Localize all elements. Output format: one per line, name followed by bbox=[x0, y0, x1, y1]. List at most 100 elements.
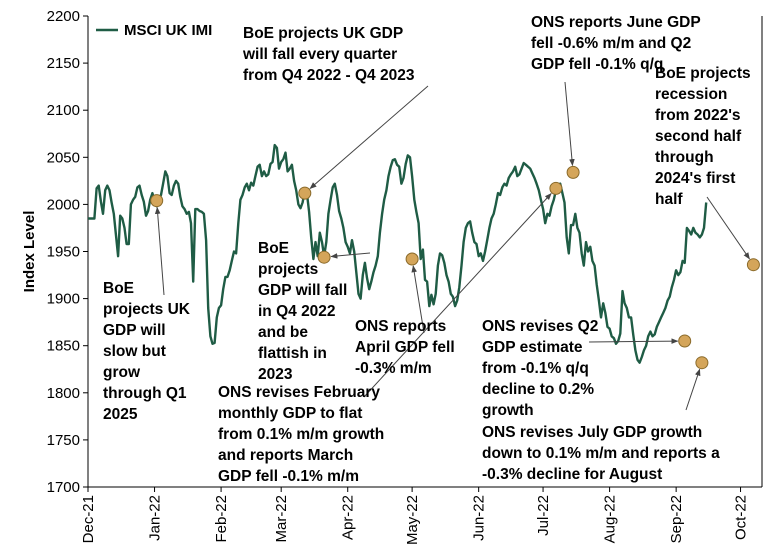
annotation-line: 2024's first bbox=[655, 170, 735, 187]
annotation-marker bbox=[150, 194, 164, 208]
annotation-line: GDP fell -0.1% m/m bbox=[218, 468, 359, 485]
annotation-line: -0.3% m/m bbox=[355, 360, 432, 377]
annotation-line: half bbox=[655, 191, 683, 208]
annotation-line: ONS revises February bbox=[218, 384, 380, 401]
annotation-line: will fall every quarter bbox=[242, 46, 397, 63]
annotation-line: fell -0.6% m/m and Q2 bbox=[531, 35, 691, 52]
y-tick-label: 1950 bbox=[47, 244, 80, 261]
annotation-line: monthly GDP to flat bbox=[218, 405, 362, 422]
x-tick-label: May-22 bbox=[404, 495, 421, 545]
annotation-line: and be bbox=[258, 324, 308, 341]
annotation-line: in Q4 2022 bbox=[258, 303, 336, 320]
annotation-text: BoE projects UK GDP will slow but grow throug… bbox=[103, 280, 191, 423]
annotation-marker bbox=[298, 186, 312, 200]
annotation-text: BoE projects recession from 2022's second h… bbox=[655, 65, 751, 208]
annotation-text: BoE projects UK GDP will fall every quart… bbox=[242, 25, 415, 84]
annotation-line: grow bbox=[103, 364, 141, 381]
annotation-line: decline to 0.2% bbox=[482, 381, 594, 398]
annotation-line: second half bbox=[655, 128, 742, 145]
markers-layer bbox=[150, 165, 760, 370]
annotation-line: April GDP fell bbox=[355, 339, 455, 356]
annotation-marker bbox=[678, 334, 692, 348]
x-tick-label: Mar-22 bbox=[273, 495, 290, 543]
y-tick-label: 2050 bbox=[47, 149, 80, 166]
annotation-text: ONS revises Q2 GDP estimate from -0.1% q/q… bbox=[482, 318, 598, 419]
series-layer bbox=[88, 143, 708, 364]
annotation-text: ONS reports April GDP fell -0.3% m/m bbox=[355, 318, 455, 377]
annotation-line: from Q4 2022 - Q4 2023 bbox=[243, 67, 415, 84]
annotation-arrow bbox=[685, 368, 701, 411]
annotation-arrow bbox=[564, 81, 575, 167]
annotation-line: ONS revises Q2 bbox=[482, 318, 598, 335]
annotation-marker bbox=[746, 258, 760, 272]
annotation-line: GDP will bbox=[103, 322, 166, 339]
annotation-marker bbox=[405, 252, 419, 266]
annotation-line: recession bbox=[655, 86, 727, 103]
annotation-line: ONS revises July GDP growth bbox=[482, 424, 702, 441]
annotation-arrow bbox=[411, 265, 425, 334]
annotation-arrow bbox=[363, 192, 552, 398]
annotation-line: from 0.1% m/m growth bbox=[218, 426, 384, 443]
x-tick-label: Aug-22 bbox=[602, 495, 619, 543]
x-tick-label: Apr-22 bbox=[340, 495, 357, 540]
annotation-line: down to 0.1% m/m and reports a bbox=[482, 445, 720, 462]
annotations-layer: BoE projects UK GDP will fall every quart… bbox=[103, 14, 751, 485]
annotation-marker bbox=[317, 250, 331, 264]
annotation-line: GDP fell -0.1% q/q bbox=[531, 56, 663, 73]
x-tick-label: Sep-22 bbox=[668, 495, 685, 543]
annotation-text: ONS revises July GDP growth down to 0.1% … bbox=[482, 424, 720, 483]
annotation-line: 2025 bbox=[103, 406, 138, 423]
y-tick-label: 1850 bbox=[47, 338, 80, 355]
annotation-line: slow but bbox=[103, 343, 166, 360]
annotation-line: BoE bbox=[103, 280, 134, 297]
x-tick-label: Jan-22 bbox=[147, 495, 164, 541]
arrows-layer bbox=[154, 81, 750, 411]
annotation-line: GDP will fall bbox=[258, 282, 347, 299]
annotation-line: projects UK bbox=[103, 301, 191, 318]
x-tick-label: Feb-22 bbox=[213, 495, 230, 543]
annotation-text: BoE projects GDP will fall in Q4 2022 and be… bbox=[258, 240, 347, 383]
annotation-line: ONS reports bbox=[355, 318, 446, 335]
annotation-line: flattish in bbox=[258, 345, 327, 362]
x-tick-label: Jul-22 bbox=[535, 495, 552, 536]
annotation-arrow bbox=[330, 252, 371, 259]
annotation-line: projects bbox=[258, 261, 318, 278]
annotation-line: and reports March bbox=[218, 447, 353, 464]
annotation-arrow bbox=[588, 338, 679, 344]
y-tick-label: 1900 bbox=[47, 291, 80, 308]
x-tick-label: Jun-22 bbox=[471, 495, 488, 541]
y-tick-label: 1750 bbox=[47, 432, 80, 449]
y-tick-label: 2100 bbox=[47, 102, 80, 119]
y-tick-label: 2000 bbox=[47, 196, 80, 213]
legend-label: MSCI UK IMI bbox=[124, 22, 212, 39]
annotation-arrow bbox=[706, 196, 750, 260]
annotation-text: ONS revises February monthly GDP to flat f… bbox=[218, 384, 384, 485]
annotation-text: ONS reports June GDP fell -0.6% m/m and Q… bbox=[531, 14, 701, 73]
y-tick-label: 1700 bbox=[47, 479, 80, 496]
x-tick-label: Oct-22 bbox=[733, 495, 750, 540]
annotation-marker bbox=[566, 165, 580, 179]
annotation-line: BoE bbox=[258, 240, 289, 257]
annotation-line: BoE projects UK GDP bbox=[243, 25, 403, 42]
annotation-line: growth bbox=[482, 402, 534, 419]
axes: 1700 1750 1800 1850 1900 1950 2000 2050 2100 2150… bbox=[21, 8, 763, 545]
annotation-line: ONS reports June GDP bbox=[531, 14, 701, 31]
annotation-line: from -0.1% q/q bbox=[482, 360, 589, 377]
y-tick-label: 1800 bbox=[47, 385, 80, 402]
annotation-line: 2023 bbox=[258, 366, 293, 383]
legend: MSCI UK IMI bbox=[96, 22, 212, 39]
annotation-arrow bbox=[154, 206, 165, 296]
annotation-marker bbox=[549, 181, 563, 195]
y-axis-title: Index Level bbox=[21, 211, 38, 293]
y-tick-label: 2150 bbox=[47, 55, 80, 72]
x-tick-label: Dec-21 bbox=[80, 495, 97, 543]
annotation-line: BoE projects bbox=[655, 65, 751, 82]
series-line-msci-uk-imi bbox=[88, 143, 708, 364]
annotation-marker bbox=[695, 356, 709, 370]
annotation-line: through bbox=[655, 149, 714, 166]
annotation-line: through Q1 bbox=[103, 385, 187, 402]
y-tick-label: 2200 bbox=[47, 8, 80, 25]
annotation-line: from 2022's bbox=[655, 107, 741, 124]
annotation-line: GDP estimate bbox=[482, 339, 583, 356]
